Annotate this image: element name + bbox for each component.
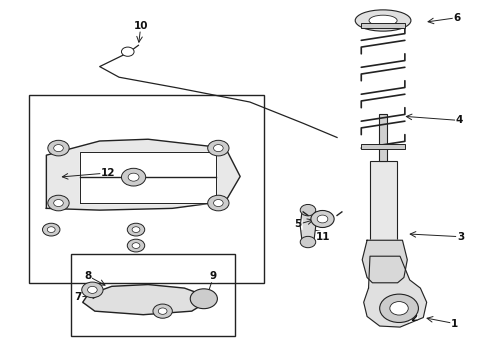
Circle shape	[208, 140, 229, 156]
Circle shape	[88, 286, 97, 293]
Text: 11: 11	[316, 232, 331, 242]
Bar	[361, 23, 405, 28]
Bar	[361, 144, 405, 149]
Polygon shape	[80, 152, 216, 203]
Text: 4: 4	[456, 116, 464, 125]
Circle shape	[208, 195, 229, 211]
Text: 6: 6	[454, 13, 461, 23]
Circle shape	[153, 304, 172, 318]
Circle shape	[390, 302, 408, 315]
Circle shape	[127, 223, 145, 236]
Circle shape	[214, 199, 223, 207]
Circle shape	[54, 199, 63, 207]
Polygon shape	[362, 240, 407, 283]
Text: 5: 5	[294, 219, 302, 229]
Ellipse shape	[355, 10, 411, 31]
Circle shape	[132, 243, 140, 248]
Text: 9: 9	[210, 271, 217, 282]
Circle shape	[122, 168, 146, 186]
Circle shape	[43, 223, 60, 236]
Circle shape	[132, 227, 140, 233]
Circle shape	[48, 195, 69, 211]
Bar	[29, 95, 265, 283]
Circle shape	[300, 204, 316, 216]
Circle shape	[128, 173, 139, 181]
Polygon shape	[83, 284, 206, 315]
Circle shape	[317, 215, 328, 223]
Circle shape	[300, 237, 316, 248]
Circle shape	[158, 308, 167, 314]
Circle shape	[214, 145, 223, 152]
Text: 1: 1	[451, 319, 458, 329]
Circle shape	[82, 282, 103, 298]
Polygon shape	[47, 139, 240, 210]
Ellipse shape	[369, 15, 397, 26]
Circle shape	[48, 227, 55, 233]
Text: 3: 3	[457, 232, 464, 242]
Circle shape	[122, 47, 134, 56]
Text: 7: 7	[74, 292, 81, 302]
Polygon shape	[364, 256, 427, 327]
Text: 8: 8	[84, 271, 91, 281]
Circle shape	[54, 145, 63, 152]
Circle shape	[127, 239, 145, 252]
Bar	[369, 161, 396, 288]
Bar	[71, 255, 235, 336]
Text: 10: 10	[134, 21, 148, 31]
Circle shape	[380, 294, 418, 323]
Circle shape	[190, 289, 218, 309]
Circle shape	[48, 140, 69, 156]
Text: 12: 12	[101, 168, 116, 178]
Text: 2: 2	[410, 312, 417, 323]
Circle shape	[311, 211, 334, 228]
Polygon shape	[300, 210, 316, 242]
Bar	[379, 114, 388, 161]
